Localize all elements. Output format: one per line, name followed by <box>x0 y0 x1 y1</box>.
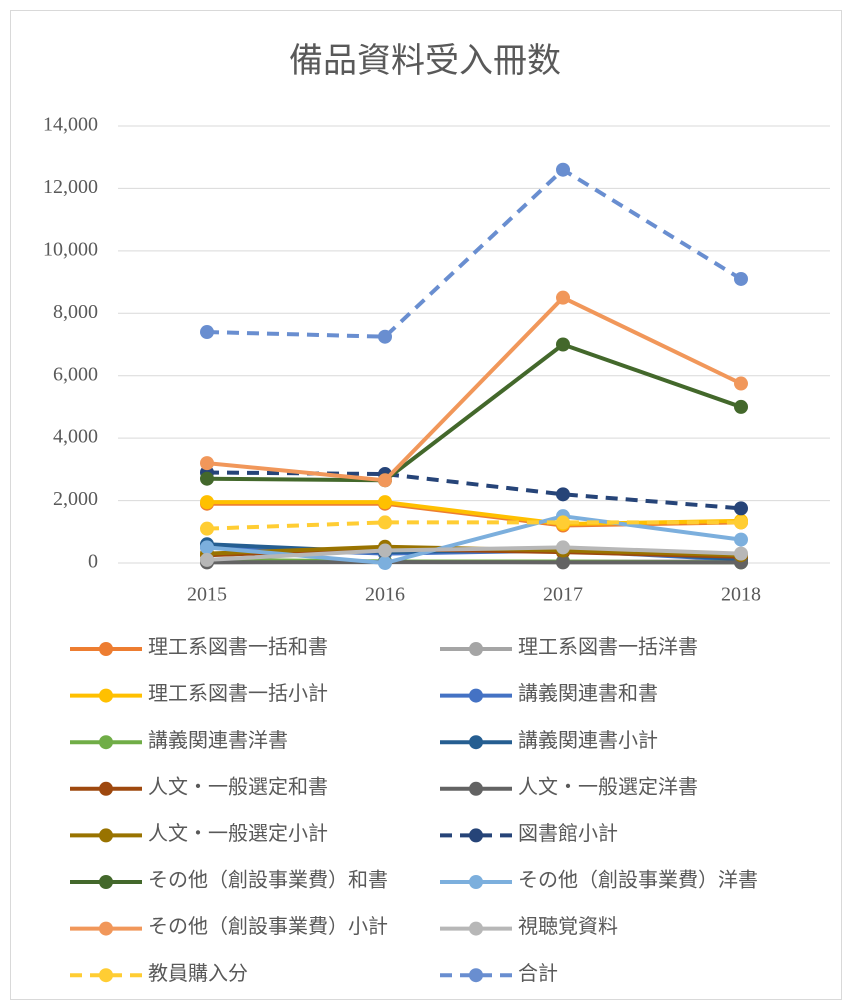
series-line <box>206 295 742 483</box>
series-marker <box>378 556 392 570</box>
legend-marker <box>99 921 113 936</box>
legend-marker <box>99 642 113 656</box>
legend-marker <box>469 921 483 936</box>
legend-marker <box>99 781 113 796</box>
legend-marker <box>99 875 113 889</box>
legend-marker <box>469 968 483 983</box>
series-marker <box>378 543 392 558</box>
series-marker <box>556 487 570 502</box>
series-marker <box>200 521 214 536</box>
legend-marker <box>469 828 483 843</box>
chart-title: 備品資料受入冊数 <box>289 42 561 80</box>
legend-marker <box>469 735 483 750</box>
series-marker <box>734 501 748 516</box>
series-marker <box>556 337 570 352</box>
y-tick-label: 0 <box>88 551 98 573</box>
legend-label: 教員購入分 <box>148 962 248 985</box>
y-tick-label: 8,000 <box>53 301 98 323</box>
legend-marker <box>99 735 113 750</box>
legend-marker <box>99 968 113 983</box>
series-marker <box>378 495 392 510</box>
legend-marker <box>99 828 113 843</box>
y-tick-label: 2,000 <box>53 488 98 510</box>
legend-label: その他（創設事業費）和書 <box>148 869 388 892</box>
legend-marker <box>469 642 483 656</box>
series-marker <box>556 515 570 530</box>
legend-label: 合計 <box>518 962 558 985</box>
x-tick-label: 2017 <box>543 584 583 606</box>
legend-label: 図書館小計 <box>518 822 618 845</box>
legend-label: 講義関連書和書 <box>518 682 658 705</box>
y-tick-label: 14,000 <box>43 114 98 136</box>
legend-label: 人文・一般選定和書 <box>148 775 328 798</box>
legend-label: 理工系図書一括小計 <box>148 682 328 705</box>
series-marker <box>378 473 392 488</box>
series-marker <box>200 495 214 510</box>
legend-label: 講義関連書小計 <box>518 729 658 752</box>
x-tick-label: 2015 <box>187 584 227 606</box>
series-line <box>206 167 743 339</box>
series-marker <box>556 290 570 305</box>
series-marker <box>556 555 570 570</box>
series-marker <box>734 271 748 286</box>
legend-label: その他（創設事業費）洋書 <box>518 869 758 892</box>
legend-marker <box>469 688 483 703</box>
series-marker <box>378 329 392 344</box>
y-tick-label: 12,000 <box>43 176 98 198</box>
series-marker <box>734 546 748 561</box>
y-tick-label: 10,000 <box>43 238 98 260</box>
legend-label: 人文・一般選定洋書 <box>518 775 698 798</box>
legend-label: 理工系図書一括洋書 <box>518 636 698 659</box>
legend-marker <box>469 781 483 796</box>
x-tick-label: 2016 <box>365 584 405 606</box>
series-marker <box>200 471 214 486</box>
series-marker <box>556 162 570 177</box>
legend-label: 理工系図書一括和書 <box>148 636 328 659</box>
legend-label: 視聴覚資料 <box>518 915 618 938</box>
y-tick-label: 4,000 <box>53 426 98 448</box>
series-line <box>206 545 742 562</box>
series-marker <box>378 515 392 530</box>
series-marker <box>734 399 748 414</box>
legend-label: 人文・一般選定小計 <box>148 822 328 845</box>
y-tick-label: 6,000 <box>53 363 98 385</box>
chart-border <box>10 10 842 1000</box>
legend-label: 講義関連書洋書 <box>148 729 288 752</box>
legend-marker <box>99 688 113 703</box>
series-marker <box>556 540 570 555</box>
legend-label: その他（創設事業費）小計 <box>148 915 388 938</box>
series-marker <box>734 532 748 547</box>
series-marker <box>734 376 748 391</box>
series-marker <box>200 325 214 340</box>
legend-marker <box>469 875 483 889</box>
series-line <box>206 520 741 531</box>
series-marker <box>200 540 214 555</box>
series-marker <box>734 515 748 530</box>
series-marker <box>200 456 214 471</box>
series-marker <box>200 552 214 567</box>
series-line <box>206 342 742 483</box>
x-tick-label: 2018 <box>721 584 761 606</box>
